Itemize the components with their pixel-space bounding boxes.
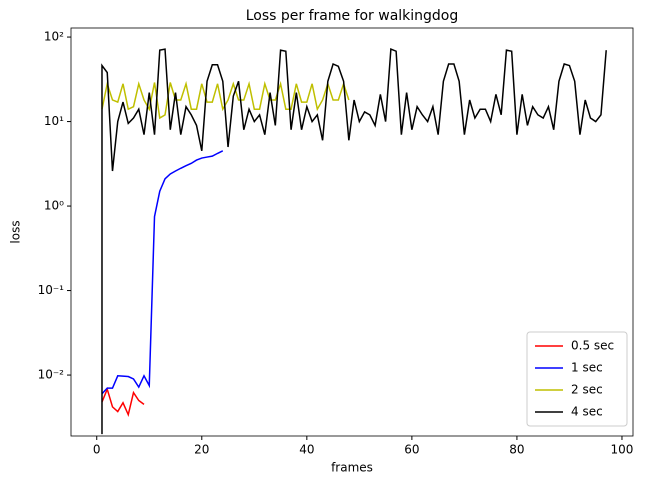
y-axis-label: loss <box>9 220 23 243</box>
x-tick-label: 20 <box>194 443 209 457</box>
legend-box <box>526 331 628 427</box>
x-tick-label: 80 <box>509 443 524 457</box>
y-tick-label: 10² <box>44 30 64 44</box>
x-axis-label: frames <box>331 461 373 475</box>
x-tick-label: 40 <box>299 443 314 457</box>
series-line <box>101 150 224 395</box>
plot-frame <box>70 27 634 437</box>
series-line <box>101 386 145 417</box>
x-tick-label: 0 <box>93 443 101 457</box>
y-tick-label: 10¹ <box>44 114 64 128</box>
legend-label: 1 sec <box>571 361 603 375</box>
y-tick-label: 10⁻¹ <box>38 283 65 297</box>
y-tick-label: 10⁰ <box>44 199 64 213</box>
x-tick-label: 60 <box>404 443 419 457</box>
chart-title: Loss per frame for walkingdog <box>246 8 459 24</box>
legend-label: 4 sec <box>571 405 603 419</box>
y-tick-label: 10⁻² <box>38 368 65 382</box>
legend-label: 2 sec <box>571 383 603 397</box>
series-line <box>101 80 350 120</box>
series-line <box>101 48 607 435</box>
legend-label: 0.5 sec <box>571 339 614 353</box>
x-tick-label: 100 <box>611 443 634 457</box>
